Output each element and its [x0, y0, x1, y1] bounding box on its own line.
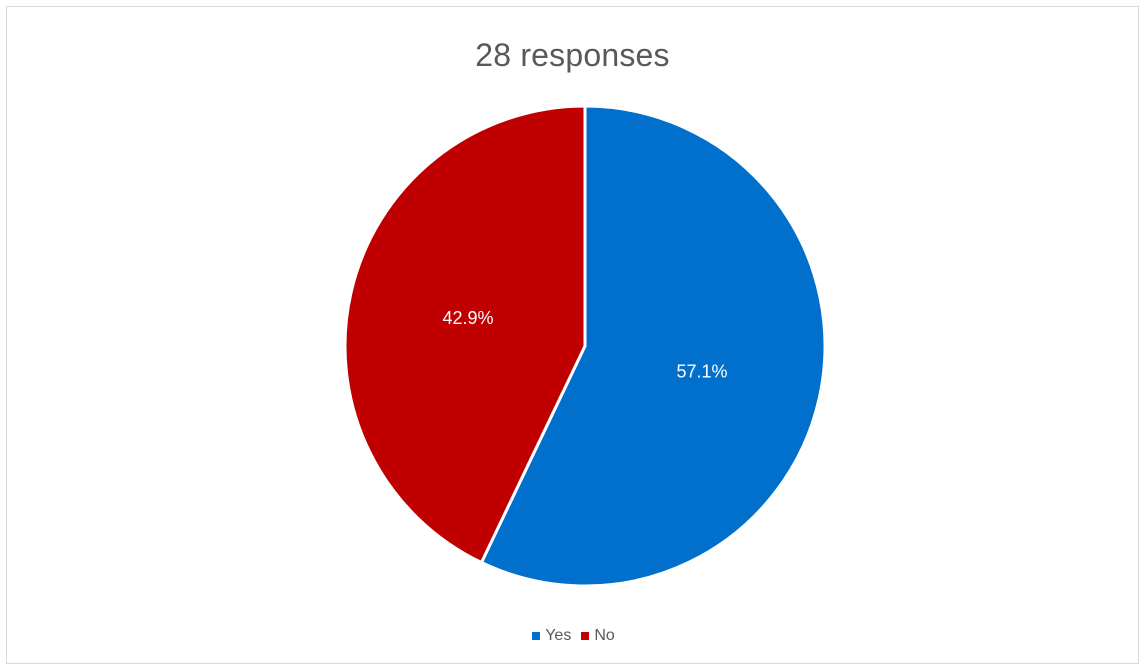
chart-title: 28 responses — [475, 37, 670, 73]
legend-label-yes: Yes — [545, 627, 572, 644]
pie-slice-yes — [479, 104, 827, 588]
pie-slice-no — [343, 104, 587, 565]
legend-label-no: No — [594, 627, 615, 644]
data-label-yes: 57.1% — [677, 361, 728, 381]
legend: Yes No — [0, 627, 1147, 645]
legend-item-no: No — [581, 627, 615, 645]
pie-data-labels: 57.1% 42.9% — [442, 308, 727, 381]
pie-slices — [343, 104, 827, 588]
data-label-no: 42.9% — [442, 308, 493, 328]
legend-swatch-no — [581, 632, 590, 640]
legend-item-yes: Yes — [532, 627, 571, 645]
legend-swatch-yes — [532, 632, 541, 640]
